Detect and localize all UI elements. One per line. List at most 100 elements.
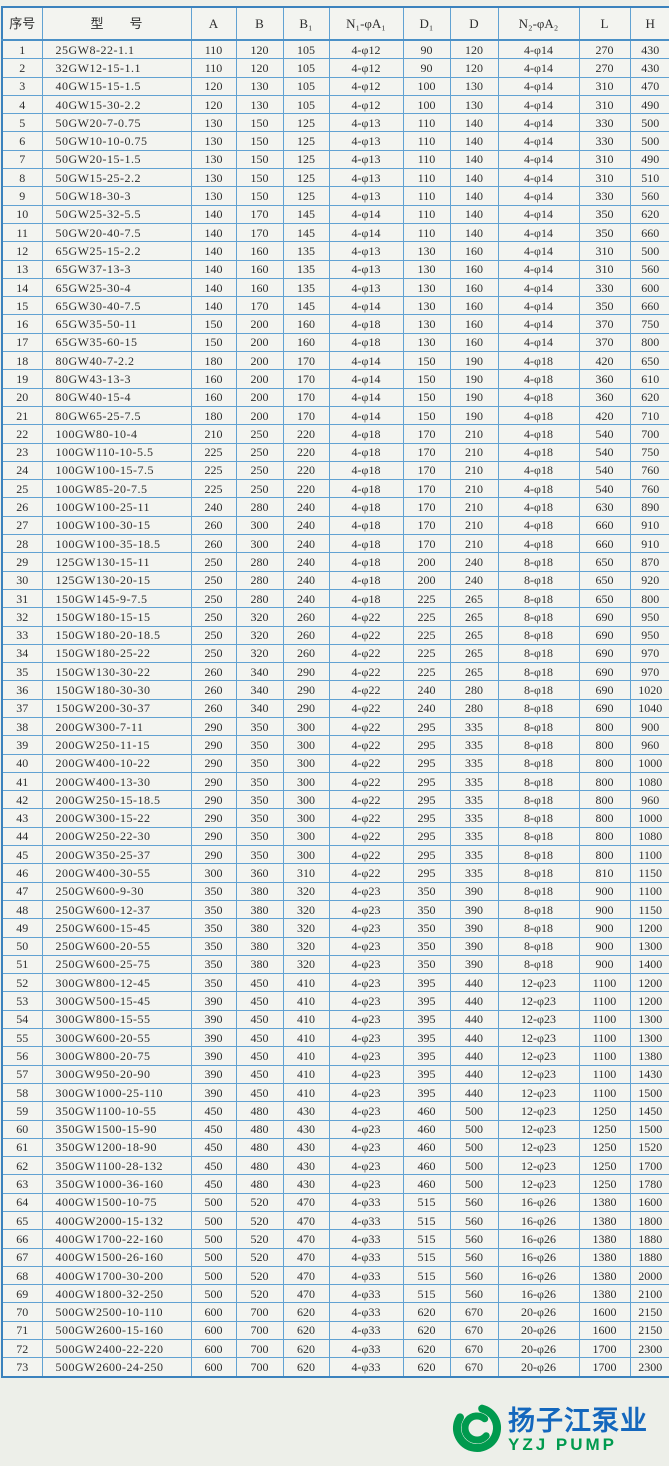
value-cell: 1300 <box>629 1028 669 1048</box>
value-cell: 1380 <box>578 1210 631 1231</box>
value-cell: 450 <box>190 1156 237 1176</box>
value-cell: 1700 <box>629 1156 669 1176</box>
value-cell: 395 <box>402 991 451 1011</box>
value-cell: 260 <box>282 643 330 664</box>
value-cell: 1100 <box>578 1046 631 1066</box>
value-cell: 1700 <box>578 1357 631 1378</box>
value-cell: 1100 <box>578 1009 631 1030</box>
value-cell: 4-φ33 <box>328 1284 404 1304</box>
value-cell: 560 <box>449 1284 499 1304</box>
value-cell: 170 <box>282 369 330 389</box>
column-header-1: 型 号 <box>41 6 192 41</box>
value-cell: 390 <box>190 1082 237 1103</box>
value-cell: 335 <box>449 735 499 755</box>
value-cell: 290 <box>190 790 237 810</box>
value-cell: 220 <box>282 479 330 499</box>
row-number-cell: 73 <box>1 1357 43 1378</box>
value-cell: 210 <box>449 534 499 554</box>
value-cell: 460 <box>402 1156 451 1176</box>
value-cell: 12-φ23 <box>497 1156 580 1176</box>
value-cell: 4-φ33 <box>328 1357 404 1378</box>
value-cell: 1150 <box>629 899 669 920</box>
value-cell: 430 <box>282 1101 330 1121</box>
value-cell: 4-φ18 <box>328 314 404 334</box>
value-cell: 300 <box>282 753 330 773</box>
value-cell: 500 <box>629 241 669 261</box>
model-cell: 150GW200-30-37 <box>41 698 192 718</box>
value-cell: 690 <box>578 680 631 700</box>
value-cell: 320 <box>282 954 330 975</box>
value-cell: 4-φ14 <box>328 387 404 407</box>
value-cell: 170 <box>402 460 451 481</box>
value-cell: 110 <box>402 168 451 188</box>
value-cell: 4-φ14 <box>497 277 580 298</box>
value-cell: 430 <box>282 1119 330 1139</box>
value-cell: 390 <box>190 1064 237 1084</box>
table-row: 18 80GW40-7-2.2 180 200 170 4-φ14 150 190 4-φ18 4… <box>1 351 669 371</box>
value-cell: 450 <box>190 1137 237 1158</box>
value-cell: 420 <box>578 351 631 371</box>
value-cell: 140 <box>449 131 499 151</box>
value-cell: 110 <box>190 39 237 60</box>
value-cell: 350 <box>190 954 237 975</box>
value-cell: 130 <box>402 277 451 298</box>
value-cell: 4-φ14 <box>497 131 580 151</box>
value-cell: 320 <box>235 607 284 627</box>
row-number-cell: 19 <box>1 369 43 389</box>
value-cell: 660 <box>578 515 631 536</box>
row-number-cell: 4 <box>1 94 43 115</box>
value-cell: 970 <box>629 662 669 682</box>
value-cell: 515 <box>402 1192 451 1213</box>
value-cell: 4-φ14 <box>497 222 580 243</box>
table-row: 4 40GW15-30-2.2 120 130 105 4-φ12 100 130 4-φ14 3… <box>1 94 669 115</box>
value-cell: 1100 <box>578 991 631 1011</box>
value-cell: 150 <box>402 405 451 426</box>
value-cell: 190 <box>449 369 499 389</box>
value-cell: 1000 <box>629 753 669 773</box>
value-cell: 200 <box>235 351 284 371</box>
value-cell: 800 <box>578 771 631 792</box>
model-cell: 250GW600-15-45 <box>41 918 192 938</box>
table-row: 50 250GW600-20-55 350 380 320 4-φ23 350 390 8-φ1… <box>1 936 669 956</box>
value-cell: 4-φ23 <box>328 1046 404 1066</box>
model-cell: 400GW1500-10-75 <box>41 1192 192 1213</box>
column-header-9: L <box>578 6 631 41</box>
value-cell: 390 <box>449 954 499 975</box>
value-cell: 16-φ26 <box>497 1247 580 1267</box>
value-cell: 560 <box>629 186 669 206</box>
value-cell: 500 <box>190 1229 237 1249</box>
value-cell: 4-φ23 <box>328 1009 404 1030</box>
value-cell: 290 <box>282 662 330 682</box>
value-cell: 2000 <box>629 1265 669 1286</box>
column-header-3: B <box>235 6 284 41</box>
value-cell: 160 <box>282 332 330 353</box>
row-number-cell: 68 <box>1 1265 43 1286</box>
model-cell: 150GW180-20-18.5 <box>41 625 192 645</box>
value-cell: 240 <box>282 534 330 554</box>
value-cell: 900 <box>629 716 669 737</box>
value-cell: 260 <box>190 698 237 718</box>
value-cell: 650 <box>578 588 631 609</box>
row-number-cell: 2 <box>1 58 43 78</box>
value-cell: 290 <box>190 716 237 737</box>
value-cell: 490 <box>629 149 669 170</box>
value-cell: 330 <box>578 186 631 206</box>
value-cell: 450 <box>190 1174 237 1194</box>
value-cell: 1100 <box>629 845 669 865</box>
brand-name-english: YZJ PUMP <box>508 1434 618 1454</box>
model-cell: 200GW250-22-30 <box>41 826 192 847</box>
value-cell: 460 <box>402 1137 451 1158</box>
value-cell: 150 <box>190 332 237 353</box>
value-cell: 200 <box>235 405 284 426</box>
value-cell: 470 <box>629 76 669 96</box>
value-cell: 200 <box>235 387 284 407</box>
value-cell: 350 <box>235 753 284 773</box>
value-cell: 160 <box>190 369 237 389</box>
table-row: 32 150GW180-15-15 250 320 260 4-φ22 225 265 8-φ1… <box>1 607 669 627</box>
value-cell: 270 <box>578 58 631 78</box>
value-cell: 4-φ22 <box>328 808 404 828</box>
model-cell: 125GW130-15-11 <box>41 552 192 572</box>
value-cell: 4-φ22 <box>328 735 404 755</box>
value-cell: 4-φ22 <box>328 826 404 847</box>
